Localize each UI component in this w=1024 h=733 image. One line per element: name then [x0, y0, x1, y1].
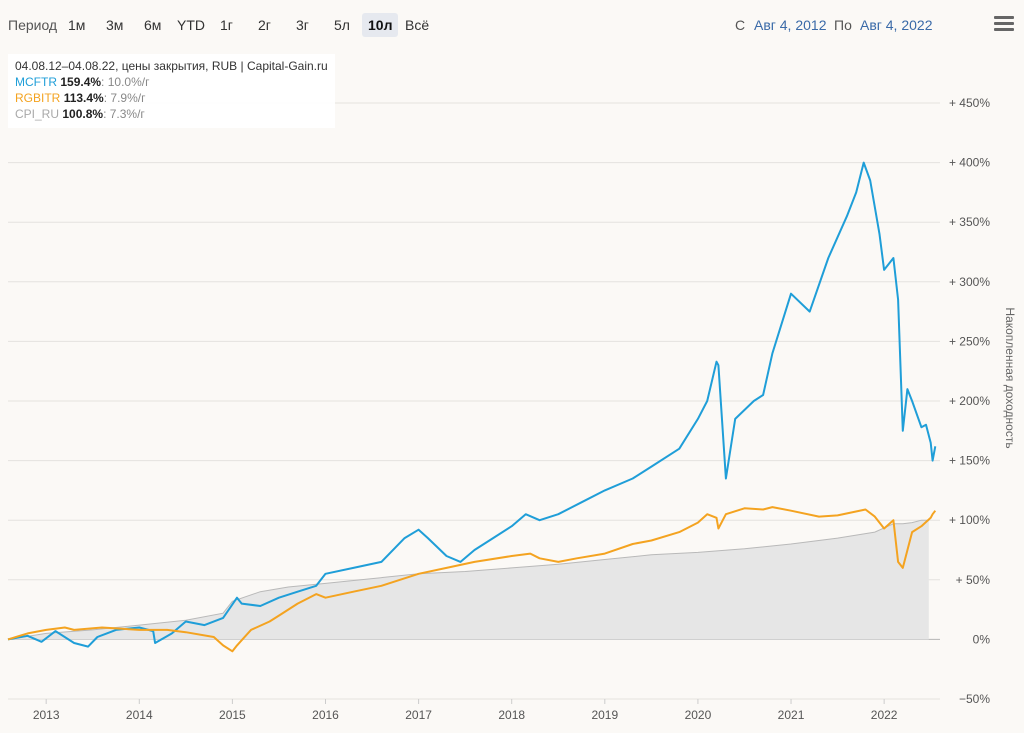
period-label: Период	[8, 17, 58, 33]
series-area-cpi-ru	[8, 520, 929, 640]
range-6m-button[interactable]: 6м	[144, 17, 162, 33]
legend-item-mcftr[interactable]: MCFTR 159.4%: 10.0%/г	[15, 74, 328, 90]
legend-annual-return: : 10.0%/г	[101, 75, 150, 89]
y-tick-label: 0%	[973, 632, 991, 646]
from-label: С	[735, 17, 746, 33]
x-tick-label: 2020	[685, 708, 712, 722]
range-1m-button[interactable]: 1м	[68, 17, 86, 33]
x-tick-label: 2013	[33, 708, 60, 722]
legend-caption: 04.08.12–04.08.22, цены закрытия, RUB | …	[15, 59, 328, 73]
series-line-rgbitr	[7, 506, 937, 653]
legend-series-name: RGBITR	[15, 91, 61, 105]
y-tick-label: + 50%	[956, 573, 991, 587]
x-tick-label: 2014	[126, 708, 153, 722]
range-all-button[interactable]: Всё	[405, 17, 430, 33]
range-ytd-button[interactable]: YTD	[177, 17, 205, 33]
legend-annual-return: : 7.9%/г	[103, 91, 146, 105]
x-tick-label: 2021	[778, 708, 805, 722]
range-3y-button[interactable]: 3г	[296, 17, 309, 33]
from-date-input[interactable]: Авг 4, 2012	[754, 17, 827, 33]
to-label: По	[834, 17, 852, 33]
range-2y-button[interactable]: 2г	[258, 17, 271, 33]
y-tick-label: −50%	[959, 692, 990, 706]
y-tick-label: + 200%	[949, 394, 990, 408]
to-date-input[interactable]: Авг 4, 2022	[860, 17, 933, 33]
y-tick-label: + 250%	[949, 334, 990, 348]
legend-series-name: CPI_RU	[15, 107, 60, 121]
x-tick-label: 2015	[219, 708, 246, 722]
x-tick-label: 2016	[312, 708, 339, 722]
toolbar: Период 1м 3м 6м YTD 1г 2г 3г 5л 10л Всё …	[0, 10, 1024, 40]
x-tick-label: 2017	[405, 708, 432, 722]
legend-annual-return: : 7.3%/г	[103, 107, 145, 121]
legend-series-name: MCFTR	[15, 75, 57, 89]
range-5y-button[interactable]: 5л	[334, 17, 350, 33]
legend-total-return: 113.4%	[63, 91, 104, 105]
range-1y-button[interactable]: 1г	[220, 17, 233, 33]
range-3m-button[interactable]: 3м	[106, 17, 124, 33]
y-tick-label: + 350%	[949, 215, 990, 229]
x-tick-label: 2022	[871, 708, 898, 722]
y-tick-label: + 300%	[949, 275, 990, 289]
x-tick-label: 2019	[591, 708, 618, 722]
legend-item-rgbitr[interactable]: RGBITR 113.4%: 7.9%/г	[15, 90, 328, 106]
y-tick-label: + 150%	[949, 454, 990, 468]
legend-item-cpi-ru[interactable]: CPI_RU 100.8%: 7.3%/г	[15, 106, 328, 122]
legend: 04.08.12–04.08.22, цены закрытия, RUB | …	[8, 54, 335, 128]
range-10y-button[interactable]: 10л	[362, 13, 399, 37]
x-tick-label: 2018	[498, 708, 525, 722]
y-axis-title: Накопленная доходность	[1003, 307, 1017, 449]
hamburger-menu-icon[interactable]	[994, 16, 1014, 32]
y-tick-label: + 100%	[949, 513, 990, 527]
y-tick-label: + 400%	[949, 156, 990, 170]
legend-total-return: 159.4%	[60, 75, 102, 89]
legend-total-return: 100.8%	[62, 107, 104, 121]
y-tick-label: + 450%	[949, 96, 990, 110]
